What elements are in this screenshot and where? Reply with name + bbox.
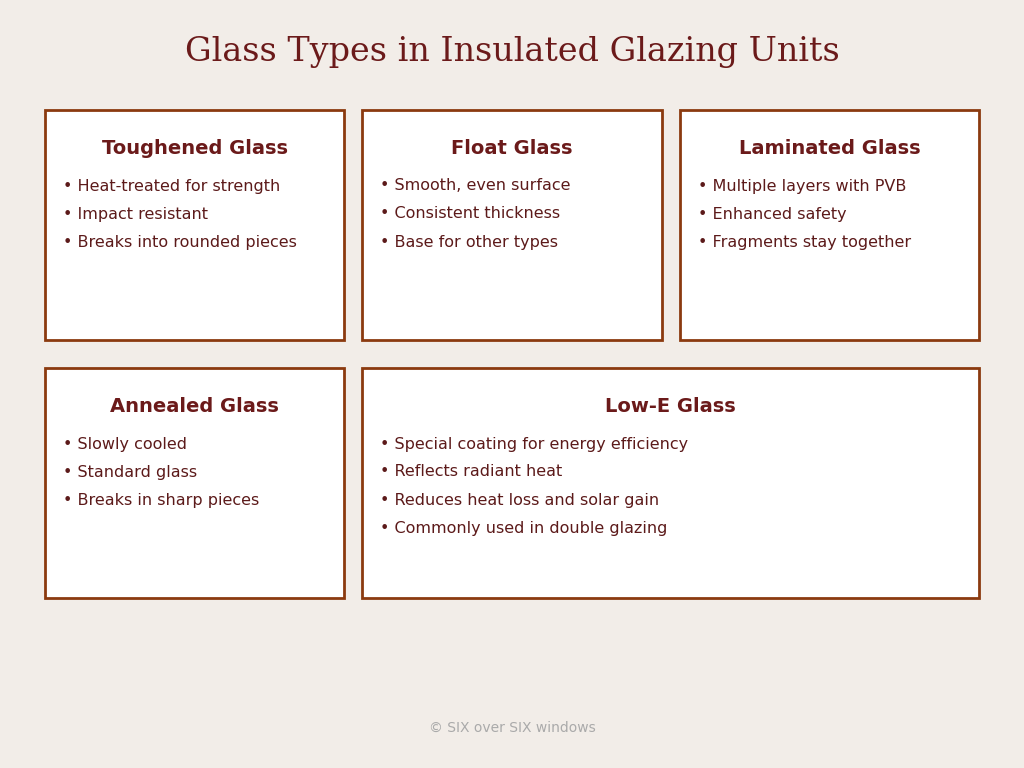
Text: • Multiple layers with PVB: • Multiple layers with PVB <box>697 178 906 194</box>
Text: Float Glass: Float Glass <box>452 138 572 157</box>
FancyBboxPatch shape <box>45 110 344 340</box>
Text: • Breaks into rounded pieces: • Breaks into rounded pieces <box>63 234 297 250</box>
FancyBboxPatch shape <box>680 110 979 340</box>
Text: Low-E Glass: Low-E Glass <box>605 396 736 415</box>
Text: • Consistent thickness: • Consistent thickness <box>380 207 560 221</box>
Text: • Fragments stay together: • Fragments stay together <box>697 234 910 250</box>
Text: • Standard glass: • Standard glass <box>63 465 198 479</box>
FancyBboxPatch shape <box>45 368 344 598</box>
Text: Glass Types in Insulated Glazing Units: Glass Types in Insulated Glazing Units <box>184 36 840 68</box>
Text: Laminated Glass: Laminated Glass <box>738 138 921 157</box>
Text: • Commonly used in double glazing: • Commonly used in double glazing <box>380 521 668 535</box>
Text: • Base for other types: • Base for other types <box>380 234 558 250</box>
Text: © SIX over SIX windows: © SIX over SIX windows <box>429 721 595 735</box>
Text: • Heat-treated for strength: • Heat-treated for strength <box>63 178 281 194</box>
Text: • Slowly cooled: • Slowly cooled <box>63 436 187 452</box>
Text: Toughened Glass: Toughened Glass <box>101 138 288 157</box>
Text: • Breaks in sharp pieces: • Breaks in sharp pieces <box>63 492 259 508</box>
Text: • Enhanced safety: • Enhanced safety <box>697 207 846 221</box>
Text: • Reflects radiant heat: • Reflects radiant heat <box>380 465 562 479</box>
FancyBboxPatch shape <box>362 368 979 598</box>
Text: • Impact resistant: • Impact resistant <box>63 207 208 221</box>
Text: • Reduces heat loss and solar gain: • Reduces heat loss and solar gain <box>380 492 659 508</box>
Text: • Special coating for energy efficiency: • Special coating for energy efficiency <box>380 436 688 452</box>
FancyBboxPatch shape <box>362 110 662 340</box>
Text: Annealed Glass: Annealed Glass <box>111 396 280 415</box>
Text: • Smooth, even surface: • Smooth, even surface <box>380 178 570 194</box>
